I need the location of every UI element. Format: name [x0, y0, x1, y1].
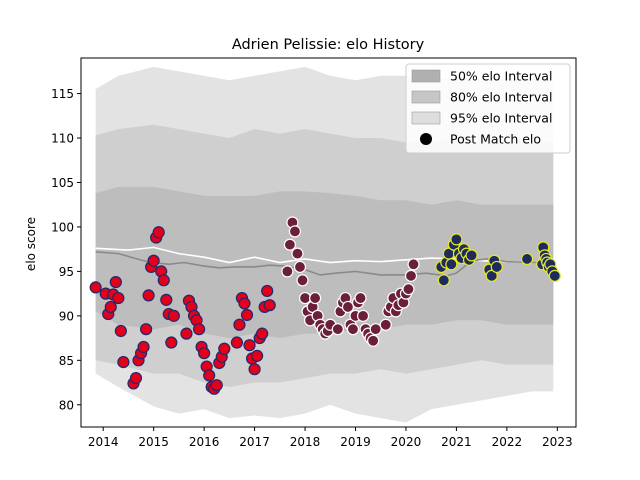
- plot-area: 2014 2015 2016 2017 2018 2019 2020 2021 2022 2023…: [51, 57, 577, 449]
- legend-label: 95% elo Interval: [450, 111, 552, 126]
- y-tick-label: 90: [59, 309, 74, 323]
- data-point: [520, 252, 534, 266]
- x-tick-label: 2018: [290, 435, 321, 449]
- data-point: [109, 275, 122, 289]
- data-point: [465, 249, 478, 262]
- legend-label: 80% elo Interval: [450, 90, 552, 105]
- data-point: [152, 226, 165, 239]
- data-point: [251, 349, 264, 362]
- data-point: [354, 291, 367, 305]
- data-point: [210, 379, 223, 392]
- data-point: [160, 293, 173, 306]
- data-point: [283, 238, 296, 251]
- data-point: [167, 309, 180, 322]
- data-point: [261, 284, 274, 298]
- x-tick-label: 2017: [239, 435, 270, 449]
- axes-frame: [80, 57, 577, 428]
- data-point: [367, 334, 380, 347]
- x-tick-label: 2019: [340, 435, 371, 449]
- y-tick-label: 80: [59, 398, 74, 412]
- data-point: [356, 309, 370, 322]
- data-point: [341, 300, 355, 314]
- data-point: [379, 318, 392, 331]
- data-point: [298, 291, 312, 305]
- data-point: [240, 308, 254, 322]
- data-point: [407, 258, 420, 271]
- data-point: [157, 274, 170, 287]
- data-point: [450, 233, 463, 246]
- legend-label: 50% elo Interval: [450, 69, 552, 84]
- data-point: [309, 291, 322, 305]
- interval-band-2: [95, 186, 554, 339]
- data-point: [243, 339, 256, 352]
- data-point: [293, 260, 307, 274]
- y-tick-label: 110: [51, 132, 74, 146]
- x-tick-label: 2016: [189, 435, 220, 449]
- data-point: [137, 340, 150, 354]
- data-point: [192, 323, 206, 336]
- data-point: [104, 300, 117, 314]
- data-point: [369, 323, 382, 336]
- x-tick-label: 2023: [542, 435, 573, 449]
- data-point: [281, 265, 294, 278]
- x-tick-label: 2015: [138, 435, 169, 449]
- data-point: [296, 274, 309, 287]
- data-point: [256, 327, 269, 340]
- series-line-0: [95, 246, 554, 264]
- legend: 50% elo Interval 80% elo Interval 95% elo …: [405, 63, 571, 154]
- data-point: [147, 254, 160, 267]
- data-point: [402, 283, 415, 296]
- y-axis-label: elo score: [24, 217, 38, 271]
- data-point: [112, 291, 125, 305]
- data-point: [230, 336, 244, 349]
- legend-box: [405, 63, 571, 154]
- data-point: [238, 297, 251, 310]
- data-point: [117, 355, 130, 369]
- legend-swatch: [411, 111, 441, 125]
- x-tick-label: 2021: [441, 435, 472, 449]
- data-point: [218, 342, 231, 355]
- y-tick-label: 105: [51, 176, 74, 190]
- data-point: [203, 369, 216, 382]
- legend-label: Post Match elo: [450, 132, 541, 147]
- data-point: [437, 274, 450, 287]
- data-point: [331, 323, 344, 336]
- data-point: [548, 269, 561, 282]
- x-tick-label: 2022: [492, 435, 523, 449]
- data-point: [346, 323, 360, 336]
- data-point: [404, 269, 418, 282]
- data-point: [129, 372, 143, 385]
- chart-title: Adrien Pelissie: elo History: [232, 37, 425, 53]
- y-tick-label: 95: [59, 265, 74, 279]
- data-point: [288, 225, 302, 238]
- y-tick-label: 85: [59, 354, 74, 368]
- y-tick-label: 115: [51, 87, 74, 101]
- data-point: [139, 323, 153, 336]
- x-tick-label: 2020: [391, 435, 422, 449]
- data-point: [233, 318, 246, 331]
- data-point: [180, 327, 193, 340]
- legend-swatch: [411, 90, 441, 104]
- data-point: [291, 247, 304, 260]
- data-point: [198, 347, 211, 360]
- legend-marker: [420, 133, 432, 145]
- data-point: [165, 336, 178, 349]
- data-point: [490, 260, 503, 274]
- data-point: [263, 299, 276, 312]
- legend-swatch: [411, 69, 441, 83]
- data-point: [445, 258, 458, 271]
- data-point: [248, 363, 261, 376]
- data-point: [142, 289, 155, 302]
- y-tick-label: 100: [51, 220, 74, 234]
- x-tick-label: 2014: [88, 435, 119, 449]
- data-point: [114, 324, 127, 338]
- data-point: [89, 281, 102, 294]
